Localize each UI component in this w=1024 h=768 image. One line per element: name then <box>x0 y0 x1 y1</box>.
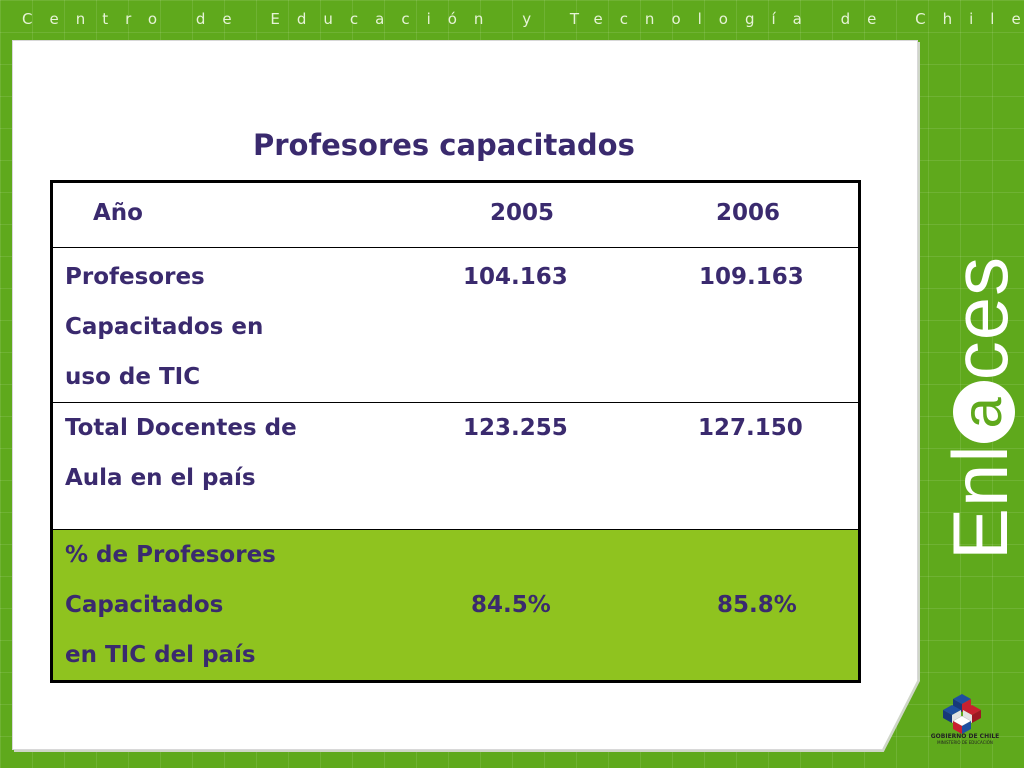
gov-line2: MINISTERIO DE EDUCACIÓN <box>937 740 993 745</box>
logo-a-circle: a <box>950 381 1015 444</box>
cell-2006: 85.8% <box>717 592 797 618</box>
cell-2006: 109.163 <box>699 264 804 290</box>
row-label-line: uso de TIC <box>65 364 201 390</box>
row-label-line: Capacitados en <box>65 314 264 340</box>
row-label-line: Capacitados <box>65 592 224 618</box>
row-label-line: Profesores <box>65 264 205 290</box>
row-label: % de Profesores Capacitados en TIC del p… <box>52 530 444 682</box>
header-tagline: Centro de Educación y Tecnología de Chil… <box>22 10 1024 28</box>
row-label: Profesores Capacitados en uso de TIC <box>52 248 444 403</box>
gov-line1: GOBIERNO DE CHILE <box>930 733 1000 740</box>
table-header-row: Año 2005 2006 <box>51 182 860 248</box>
cell-2005: 123.255 <box>463 415 568 441</box>
logo-text-pre: Enl <box>936 444 1024 560</box>
row-label-line: Aula en el país <box>65 465 256 491</box>
government-caption: GOBIERNO DE CHILE MINISTERIO DE EDUCACIÓ… <box>922 733 1008 745</box>
table-row-highlight: % de Profesores Capacitados en TIC del p… <box>51 529 860 682</box>
row-label: Total Docentes de Aula en el país <box>52 403 444 530</box>
cell-2006: 127.150 <box>698 415 803 441</box>
row-label-line: Total Docentes de <box>65 415 297 441</box>
header-col-2005: 2005 <box>490 200 555 226</box>
header-col-2006: 2006 <box>716 200 781 226</box>
data-table: Año 2005 2006 Profesores Capacitados en … <box>50 180 861 683</box>
cell-2005: 84.5% <box>471 592 551 618</box>
table-row: Total Docentes de Aula en el país 123.25… <box>51 403 860 530</box>
row-label-line: % de Profesores <box>65 542 276 568</box>
enlaces-logo: Enlaces <box>935 256 1024 560</box>
slide-title: Profesores capacitados <box>253 128 635 162</box>
table-row: Profesores Capacitados en uso de TIC 104… <box>51 248 860 403</box>
government-emblem-icon <box>943 694 981 734</box>
content-panel <box>12 40 918 750</box>
logo-text-post: ces <box>936 255 1024 381</box>
cell-2005: 104.163 <box>463 264 568 290</box>
header-label: Año <box>93 200 143 226</box>
row-label-line: en TIC del país <box>65 642 256 668</box>
